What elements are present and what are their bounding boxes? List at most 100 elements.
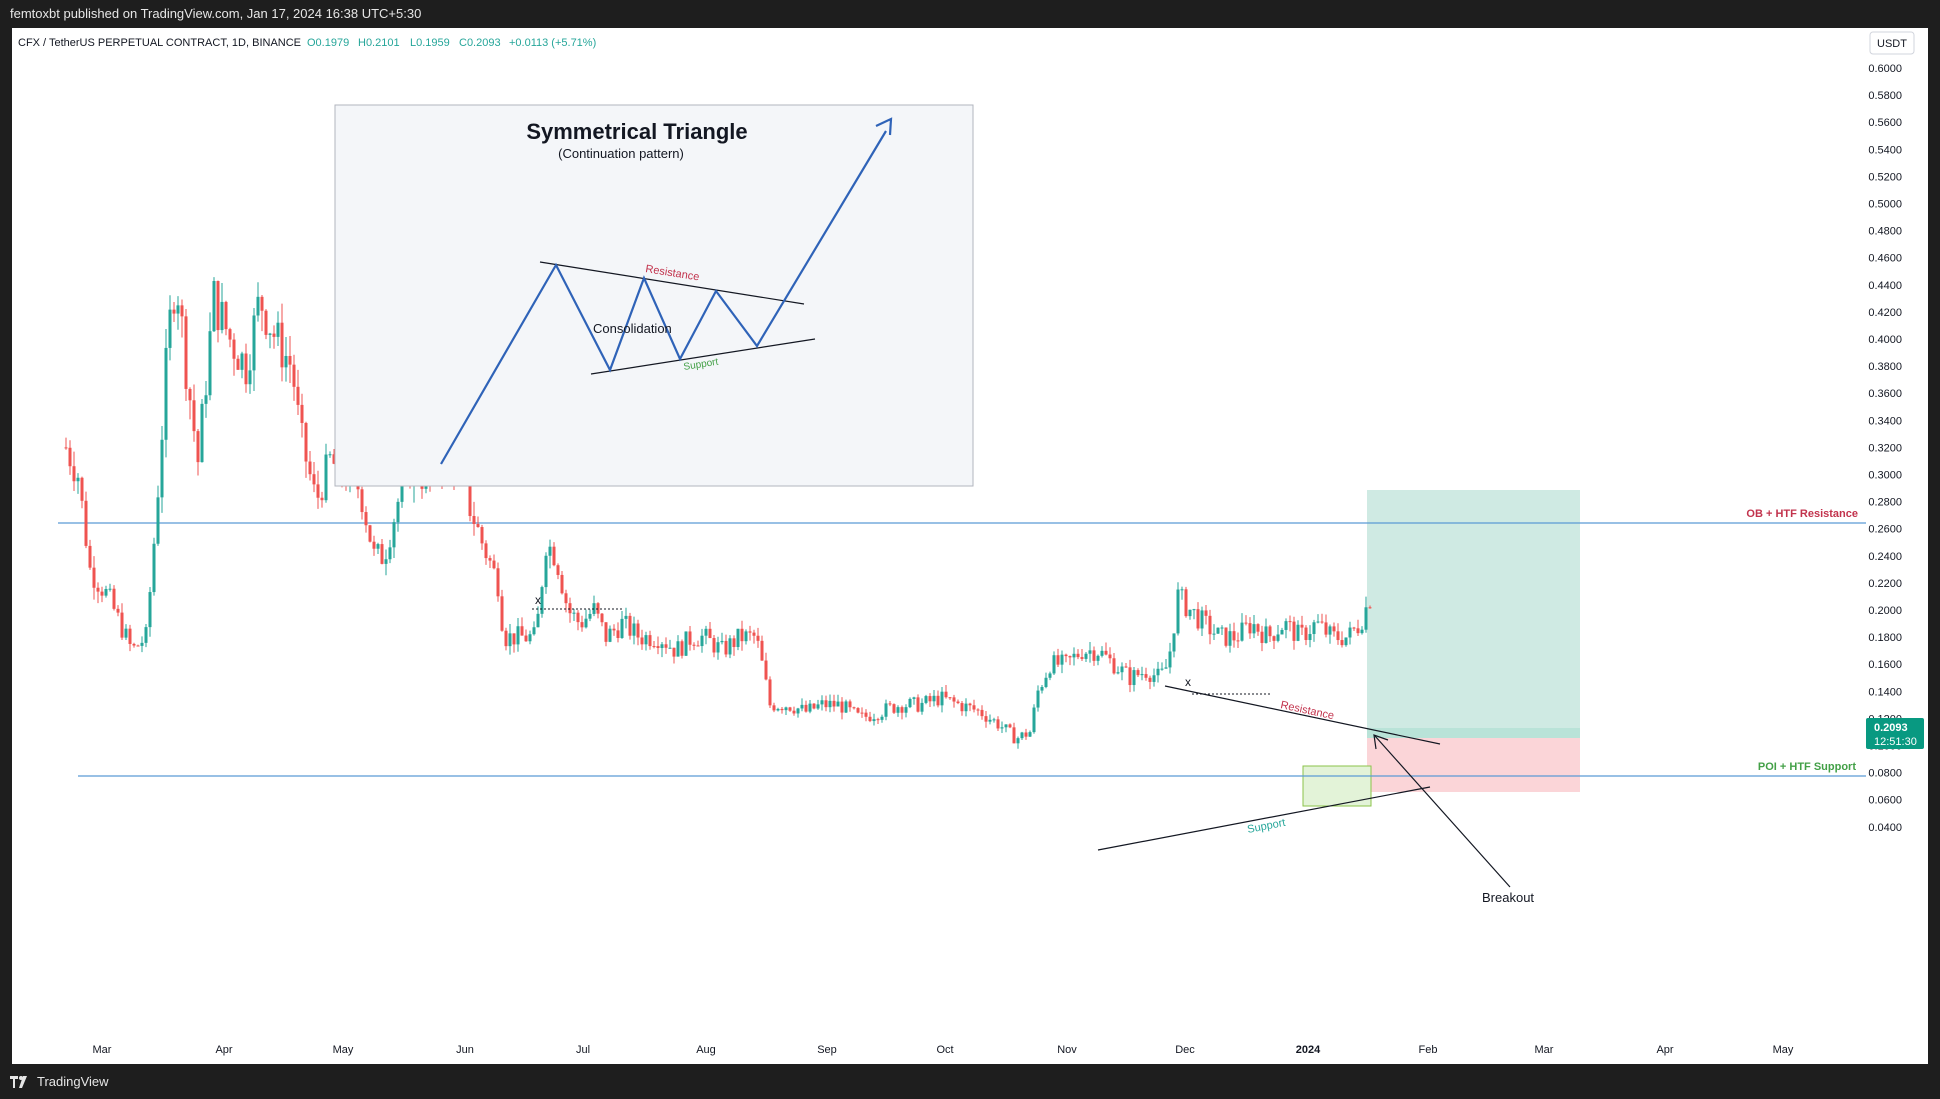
candle-body (96, 587, 100, 592)
candle-body (696, 645, 700, 647)
candle-body (540, 587, 544, 614)
ohlc-open: O0.1979 (307, 37, 349, 49)
price-tick: 0.3400 (1868, 415, 1902, 427)
stop-zone[interactable] (1367, 738, 1580, 792)
candle-body (836, 701, 840, 707)
candle-body (232, 339, 236, 359)
candle-body (1268, 626, 1272, 637)
candle-body (780, 708, 784, 711)
candle-body (984, 716, 988, 722)
candle-body (312, 474, 316, 485)
footer-bar: TradingView (0, 1064, 1940, 1099)
time-label: Feb (1419, 1044, 1438, 1056)
candle-body (1248, 623, 1252, 634)
price-tick: 0.4200 (1868, 307, 1902, 319)
candle-body (684, 631, 688, 656)
candle-body (1120, 666, 1124, 673)
candle-body (284, 355, 288, 368)
candle-body (164, 347, 168, 440)
candle-body (1152, 675, 1156, 682)
candle-body (804, 704, 808, 712)
candle-body (276, 322, 280, 337)
candle-body (916, 697, 920, 712)
candle-body (1000, 727, 1004, 729)
candle-body (1256, 624, 1260, 632)
price-axis[interactable]: USDT 0.6000 0.5800 0.5600 0.5400 0.5200 0.500… (1868, 31, 1915, 834)
candle-body (152, 543, 156, 593)
triangle-resistance-line[interactable] (1164, 685, 1441, 745)
pattern-inset[interactable]: Symmetrical Triangle (Continuation patte… (334, 104, 974, 487)
time-axis[interactable]: Mar Apr May Jun Jul Aug Sep Oct Nov Dec 2024 Feb Mar… (93, 1044, 1794, 1056)
candle-body (840, 701, 844, 713)
candle-body (808, 703, 812, 712)
tradingview-logo[interactable]: TradingView (10, 1064, 109, 1099)
candle-body (512, 633, 516, 645)
candle-body (692, 644, 696, 646)
candle-body (768, 679, 772, 706)
candle-body (932, 695, 936, 702)
candle-body (144, 627, 148, 643)
price-tick: 0.3200 (1868, 442, 1902, 454)
inset-subtitle: (Continuation pattern) (558, 146, 684, 161)
ohlc-high: H0.2101 (358, 37, 400, 49)
candle-body (576, 612, 580, 623)
candle-body (1276, 634, 1280, 641)
candle-body (288, 355, 292, 365)
candle-body (832, 700, 836, 707)
candle-body (864, 712, 868, 717)
candle-body (824, 700, 828, 708)
target-zone[interactable] (1367, 490, 1580, 729)
time-label: May (333, 1044, 354, 1056)
chart-canvas[interactable]: CFX / TetherUS PERPETUAL CONTRACT, 1D, B… (12, 28, 1928, 1064)
candle-body (668, 647, 672, 649)
candle-body (956, 701, 960, 704)
candle-body (252, 315, 256, 371)
candle-body (664, 644, 668, 648)
candle-body (900, 707, 904, 713)
candle-body (160, 439, 164, 498)
candle-body (396, 501, 400, 523)
candle-body (140, 642, 144, 646)
candle-body (632, 623, 636, 636)
inset-price-path (440, 130, 887, 465)
candle-body (732, 638, 736, 648)
triangle-support-line[interactable] (1097, 786, 1431, 851)
candle-body (1048, 673, 1052, 678)
candle-body (1352, 627, 1356, 629)
accumulation-box[interactable] (1302, 765, 1372, 807)
price-tick: 0.0800 (1868, 768, 1902, 780)
currency-button[interactable] (1869, 31, 1915, 55)
candle-body (148, 592, 152, 628)
candle-body (156, 497, 160, 544)
candle-body (1236, 640, 1240, 642)
candle-body (964, 703, 968, 712)
candle-body (204, 395, 208, 404)
candle-body (604, 622, 608, 642)
candle-body (740, 628, 744, 642)
candle-body (1036, 690, 1040, 708)
candle-body (924, 696, 928, 703)
candle-body (488, 558, 492, 561)
candle-body (844, 701, 848, 713)
chart-frame[interactable]: CFX / TetherUS PERPETUAL CONTRACT, 1D, B… (12, 28, 1928, 1064)
candle-body (656, 646, 660, 648)
candle-body (472, 516, 476, 525)
time-label: Dec (1175, 1044, 1195, 1056)
price-tick: 0.4600 (1868, 253, 1902, 265)
candle-body (1124, 666, 1128, 668)
candle-body (1364, 607, 1368, 630)
price-tick: 0.5000 (1868, 199, 1902, 211)
candle-body (1076, 653, 1080, 658)
candle-body (544, 555, 548, 588)
candle-body (564, 593, 568, 604)
ohlc-close: C0.2093 (459, 37, 501, 49)
candle-body (800, 704, 804, 709)
price-tick: 0.0600 (1868, 795, 1902, 807)
candle-body (296, 386, 300, 405)
candle-body (960, 703, 964, 712)
candle-body (580, 622, 584, 628)
candle-body (68, 447, 72, 467)
breakout-arrow-line[interactable] (1374, 735, 1511, 888)
candle-body (504, 630, 508, 647)
candle-body (1140, 674, 1144, 676)
